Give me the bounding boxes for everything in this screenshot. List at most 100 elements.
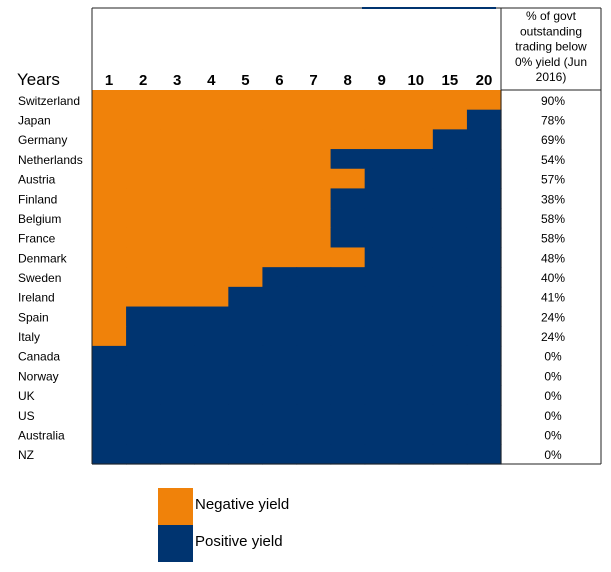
heat-cell <box>160 306 195 327</box>
heat-cell <box>126 365 161 386</box>
heat-cell <box>398 227 434 249</box>
heat-cell <box>262 129 298 150</box>
country-label: Sweden <box>18 271 61 285</box>
heat-cell <box>466 345 502 367</box>
heat-cell <box>262 188 298 209</box>
column-label: 20 <box>476 72 493 89</box>
heat-cell <box>92 208 127 229</box>
heat-cell <box>364 168 400 190</box>
percent-label: 0% <box>544 448 562 462</box>
heat-cell <box>126 424 161 445</box>
heat-cell <box>160 149 195 170</box>
heat-cell <box>432 227 468 249</box>
heat-cell <box>296 286 332 308</box>
heat-cell <box>228 326 264 347</box>
heat-cell <box>262 424 298 445</box>
heat-cell <box>466 404 502 426</box>
heat-cell <box>398 444 434 465</box>
heat-cell <box>92 109 127 130</box>
heat-cell <box>194 404 229 426</box>
heat-cell <box>126 267 161 288</box>
heat-cell <box>194 267 229 288</box>
heat-cell <box>364 326 400 347</box>
heat-cell <box>364 345 400 367</box>
heat-cell <box>296 129 332 150</box>
heat-cell <box>160 345 195 367</box>
heat-cell <box>364 90 400 111</box>
heat-cell <box>126 109 161 130</box>
heat-cell <box>126 227 161 249</box>
heat-cell <box>126 444 161 465</box>
heat-cell <box>432 345 468 367</box>
heat-cell <box>364 109 400 130</box>
heat-cell <box>126 326 161 347</box>
heat-cell <box>262 267 298 288</box>
heat-cell <box>398 326 434 347</box>
heat-cell <box>364 385 400 406</box>
heat-cell <box>160 444 195 465</box>
heat-cell <box>160 404 195 426</box>
heat-cell <box>432 306 468 327</box>
heatmap-cells <box>92 90 502 465</box>
heat-cell <box>364 208 400 229</box>
heat-cell <box>92 424 127 445</box>
heat-cell <box>398 109 434 130</box>
heat-cell <box>92 149 127 170</box>
percent-label: 24% <box>541 330 565 344</box>
heat-cell <box>194 227 229 249</box>
country-label: France <box>18 232 56 246</box>
heat-cell <box>296 306 332 327</box>
heat-cell <box>364 267 400 288</box>
country-label: Denmark <box>18 251 68 265</box>
heat-cell <box>466 286 502 308</box>
heat-cell <box>92 326 127 347</box>
heat-cell <box>296 227 332 249</box>
heat-cell <box>432 385 468 406</box>
country-label: Norway <box>18 369 59 383</box>
percent-label: 0% <box>544 428 562 442</box>
heat-cell <box>126 247 161 268</box>
percent-label: 0% <box>544 369 562 383</box>
heat-cell <box>126 168 161 190</box>
heat-cell <box>262 247 298 268</box>
heat-cell <box>296 168 332 190</box>
heat-cell <box>296 267 332 288</box>
heat-cell <box>194 345 229 367</box>
side-header-line: % of govt <box>526 9 577 23</box>
heat-cell <box>160 188 195 209</box>
heat-cell <box>466 385 502 406</box>
table-frame <box>91 7 602 465</box>
heat-cell <box>466 306 502 327</box>
side-header-line: trading below <box>515 40 587 54</box>
heat-cell <box>228 404 264 426</box>
heat-cell <box>262 444 298 465</box>
heat-cell <box>432 109 468 130</box>
heat-cell <box>364 188 400 209</box>
heat-cell <box>296 385 332 406</box>
heat-cell <box>92 306 127 327</box>
heat-cell <box>194 208 229 229</box>
heat-cell <box>194 286 229 308</box>
percent-label: 41% <box>541 291 565 305</box>
heat-cell <box>364 404 400 426</box>
heat-cell <box>126 208 161 229</box>
country-label: Finland <box>18 192 57 206</box>
heat-cell <box>330 345 366 367</box>
percent-label: 78% <box>541 114 565 128</box>
heat-cell <box>160 227 195 249</box>
heat-cell <box>466 267 502 288</box>
percent-labels: 90% 78% 69% 54% 57% 38% 58% 58% 48% 40% 41% 24% 24% 0… <box>541 94 565 462</box>
heat-cell <box>194 385 229 406</box>
heat-cell <box>194 90 229 111</box>
country-label: Italy <box>18 330 40 344</box>
heat-cell <box>364 149 400 170</box>
heat-cell <box>330 90 366 111</box>
heat-cell <box>398 286 434 308</box>
heat-cell <box>160 129 195 150</box>
heat-cell <box>466 365 502 386</box>
heat-cell <box>296 188 332 209</box>
heat-cell <box>398 149 434 170</box>
heat-cell <box>330 385 366 406</box>
heat-cell <box>160 90 195 111</box>
